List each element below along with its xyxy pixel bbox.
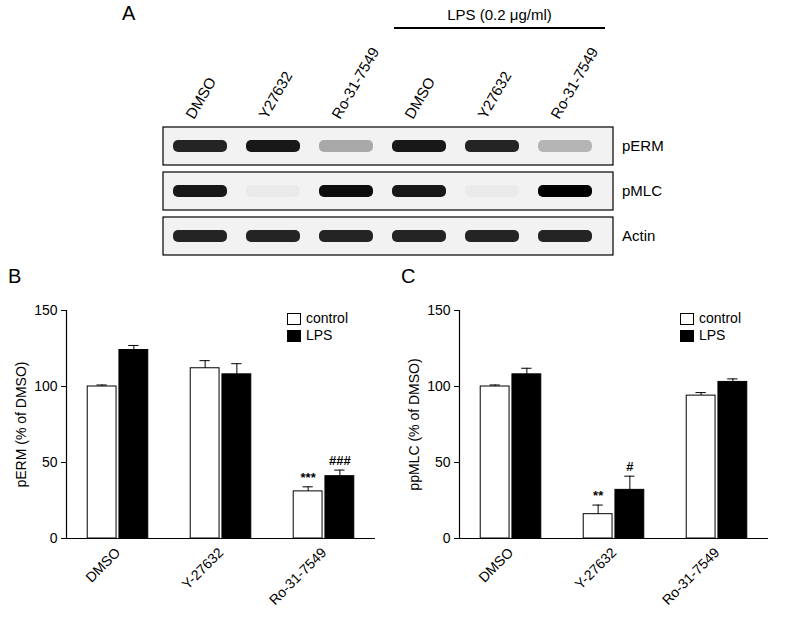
svg-text:0: 0 xyxy=(50,530,58,546)
svg-text:50: 50 xyxy=(435,454,451,470)
svg-text:0: 0 xyxy=(443,530,451,546)
html-text:LPS: LPS xyxy=(699,327,726,343)
svg-text:pERM: pERM xyxy=(622,137,664,154)
svg-text:A: A xyxy=(122,2,136,24)
html-text:C: C xyxy=(401,265,416,287)
svg-text:DMSO: DMSO xyxy=(475,544,516,585)
html-text:control: control xyxy=(306,310,348,326)
html-text:LPS: LPS xyxy=(306,327,333,343)
svg-text:Ro-31-7549: Ro-31-7549 xyxy=(266,544,330,608)
svg-text:Actin: Actin xyxy=(622,227,655,244)
svg-text:50: 50 xyxy=(42,454,58,470)
svg-text:100: 100 xyxy=(34,378,58,394)
svg-text:LPS (0.2 μg/ml): LPS (0.2 μg/ml) xyxy=(447,6,552,23)
svg-text:pMLC: pMLC xyxy=(622,182,662,199)
svg-text:DMSO: DMSO xyxy=(82,544,123,585)
svg-text:Ro-31-7549: Ro-31-7549 xyxy=(328,44,382,121)
svg-text:***: *** xyxy=(301,470,317,485)
svg-text:#: # xyxy=(626,459,634,474)
svg-text:Y-27632: Y-27632 xyxy=(178,544,226,592)
svg-text:Y27632: Y27632 xyxy=(474,68,515,121)
svg-text:Y27632: Y27632 xyxy=(255,68,296,121)
svg-text:100: 100 xyxy=(427,378,451,394)
svg-text:###: ### xyxy=(329,453,351,468)
html-text:control: control xyxy=(699,310,741,326)
svg-text:150: 150 xyxy=(427,302,451,318)
svg-text:Ro-31-7549: Ro-31-7549 xyxy=(659,544,723,608)
svg-text:Y-27632: Y-27632 xyxy=(571,544,619,592)
svg-text:DMSO: DMSO xyxy=(401,74,438,121)
svg-text:pERM (% of DMSO): pERM (% of DMSO) xyxy=(13,361,29,487)
svg-text:150: 150 xyxy=(34,302,58,318)
svg-text:Ro-31-7549: Ro-31-7549 xyxy=(547,44,601,121)
html-text:B: B xyxy=(8,265,22,287)
svg-text:DMSO: DMSO xyxy=(182,74,219,121)
svg-text:ppMLC (% of DMSO): ppMLC (% of DMSO) xyxy=(406,358,422,490)
svg-text:**: ** xyxy=(593,488,604,503)
